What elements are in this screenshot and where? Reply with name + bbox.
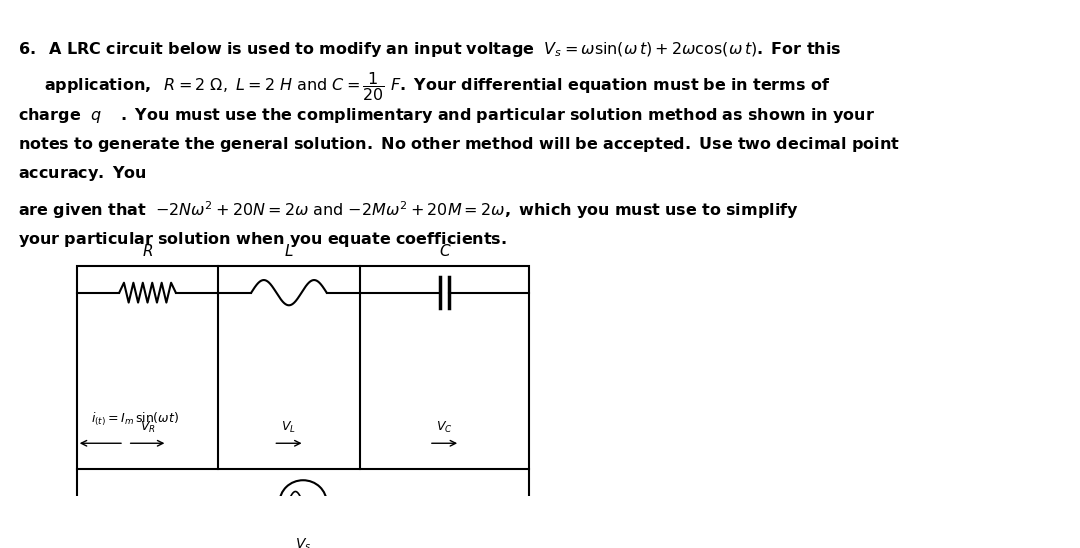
Text: $V_L$: $V_L$: [282, 420, 296, 435]
Text: $i_{(t)} = I_m\,\sin(\omega t)$: $i_{(t)} = I_m\,\sin(\omega t)$: [91, 410, 179, 427]
Text: $\mathbf{your\ particular\ solution\ when\ you\ equate\ coefficients.}$: $\mathbf{your\ particular\ solution\ whe…: [18, 230, 508, 249]
Text: $\mathbf{notes\ to\ generate\ the\ general\ solution.\ No\ other\ method\ will\ : $\mathbf{notes\ to\ generate\ the\ gener…: [18, 135, 901, 154]
Text: $V_C$: $V_C$: [436, 420, 453, 435]
Text: L: L: [285, 244, 293, 259]
FancyBboxPatch shape: [77, 266, 529, 469]
Text: $\mathbf{6.}$  $\mathbf{A\ LRC\ circuit\ below\ is\ used\ to\ modify\ an\ input\: $\mathbf{6.}$ $\mathbf{A\ LRC\ circuit\ …: [18, 40, 841, 59]
Text: $\mathbf{are\ given\ that}$  $-2N\omega^2 + 20N = 2\omega$ and $-2M\omega^2 + 20: $\mathbf{are\ given\ that}$ $-2N\omega^2…: [18, 200, 799, 221]
Text: R: R: [143, 244, 153, 259]
Text: $V_R$: $V_R$: [139, 420, 156, 435]
Text: $\mathbf{charge}$  $q$    $\mathbf{.\ You\ must\ use\ the\ complimentary\ and\ p: $\mathbf{charge}$ $q$ $\mathbf{.\ You\ m…: [18, 106, 876, 125]
Text: $V_s$: $V_s$: [295, 536, 311, 548]
Text: C: C: [440, 244, 449, 259]
Text: $\mathbf{accuracy.\ You}$: $\mathbf{accuracy.\ You}$: [18, 164, 147, 182]
Text: $\mathbf{application,}$  $R = 2\ \Omega,\ L = 2\ H$ and $C = \dfrac{1}{20}\ F$$\: $\mathbf{application,}$ $R = 2\ \Omega,\…: [44, 70, 831, 103]
